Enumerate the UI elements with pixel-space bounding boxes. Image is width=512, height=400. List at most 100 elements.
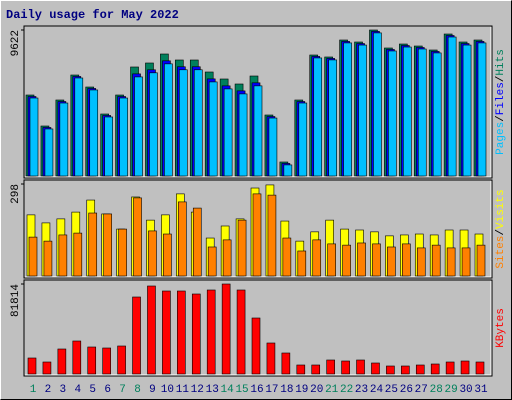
- bar: [387, 246, 396, 277]
- bar: [252, 193, 262, 277]
- x-tick-label: 16: [250, 384, 263, 396]
- bar: [59, 102, 69, 177]
- bar: [148, 230, 157, 277]
- bar: [283, 164, 293, 177]
- panel-bevel: [25, 281, 492, 376]
- bar: [416, 247, 426, 277]
- bar: [117, 345, 126, 375]
- x-tick-label: 21: [325, 384, 339, 396]
- x-tick-label: 2: [45, 384, 52, 396]
- x-tick-label: 24: [370, 384, 384, 396]
- bar: [133, 197, 142, 277]
- bar: [281, 352, 291, 375]
- x-tick-label: 6: [104, 384, 111, 396]
- legend-entry: Hits: [495, 49, 507, 75]
- bar: [207, 246, 217, 277]
- bar: [164, 63, 173, 177]
- bar: [102, 347, 111, 375]
- bar: [72, 340, 82, 375]
- bar: [327, 243, 336, 277]
- bar: [477, 42, 487, 177]
- bar: [356, 359, 365, 375]
- x-tick-label: 19: [295, 384, 308, 396]
- bar: [266, 342, 276, 375]
- bar: [447, 36, 457, 177]
- bar: [445, 361, 455, 375]
- x-tick-label: 5: [89, 384, 96, 396]
- legend-separator: /: [495, 115, 507, 122]
- x-tick-label: 10: [161, 384, 174, 396]
- bar: [27, 357, 37, 375]
- bar: [238, 93, 248, 177]
- bar: [373, 32, 382, 177]
- legend-entry: Files: [495, 82, 507, 115]
- bar: [342, 244, 351, 277]
- bar: [371, 362, 380, 375]
- bar: [119, 97, 128, 177]
- bar: [147, 285, 156, 375]
- x-tick-label: 29: [445, 384, 458, 396]
- bar: [432, 52, 442, 177]
- x-tick-label: 11: [176, 384, 190, 396]
- bar: [177, 290, 186, 375]
- bar: [73, 232, 83, 277]
- x-tick-label: 26: [400, 384, 413, 396]
- legend-entry: Visits: [495, 189, 507, 229]
- legend-separator: /: [495, 76, 507, 83]
- bar: [343, 42, 352, 177]
- bar: [118, 228, 127, 277]
- bar: [358, 44, 367, 177]
- bar: [134, 76, 143, 177]
- x-tick-label: 4: [74, 384, 81, 396]
- x-tick-label: 7: [119, 384, 126, 396]
- bar: [192, 207, 202, 277]
- legend-entry: Pages: [495, 122, 507, 155]
- bar: [221, 283, 231, 375]
- legend: Pages/Files/Hits: [495, 49, 507, 155]
- bar: [44, 128, 54, 177]
- bar: [132, 296, 141, 375]
- bar: [193, 69, 203, 177]
- bar: [74, 77, 84, 177]
- x-tick-label: 3: [60, 384, 67, 396]
- bar: [251, 317, 261, 375]
- chart-title: Daily usage for May 2022: [6, 8, 179, 22]
- bar: [401, 365, 410, 375]
- bar: [237, 219, 247, 277]
- bar: [341, 360, 350, 375]
- bar: [462, 44, 472, 177]
- x-tick-label: 8: [134, 384, 141, 396]
- bar: [42, 361, 52, 375]
- bar: [179, 69, 188, 177]
- bar: [476, 244, 486, 277]
- x-tick-label: 1: [30, 384, 37, 396]
- legend-entry: Sites: [495, 236, 507, 269]
- bar: [43, 240, 53, 277]
- bar: [402, 243, 411, 277]
- bar: [163, 233, 172, 277]
- bar: [223, 88, 233, 177]
- x-tick-label: 14: [221, 384, 235, 396]
- bar: [326, 359, 335, 375]
- legend-entry: KBytes: [495, 308, 507, 348]
- x-tick-label: 25: [385, 384, 398, 396]
- bar: [29, 97, 39, 177]
- bar: [415, 364, 425, 375]
- bar: [58, 234, 68, 277]
- bar: [87, 346, 97, 375]
- x-tick-label: 13: [206, 384, 219, 396]
- x-tick-label: 27: [415, 384, 428, 396]
- panel-bevel: [25, 27, 492, 178]
- bar: [208, 81, 218, 177]
- bar: [149, 72, 158, 177]
- bar: [431, 244, 441, 277]
- y-tick-label: 81814: [10, 284, 22, 317]
- bar: [206, 289, 216, 375]
- x-tick-label: 18: [280, 384, 293, 396]
- bar: [268, 117, 278, 177]
- bar: [446, 247, 456, 277]
- bar: [388, 50, 397, 177]
- bar: [460, 360, 470, 375]
